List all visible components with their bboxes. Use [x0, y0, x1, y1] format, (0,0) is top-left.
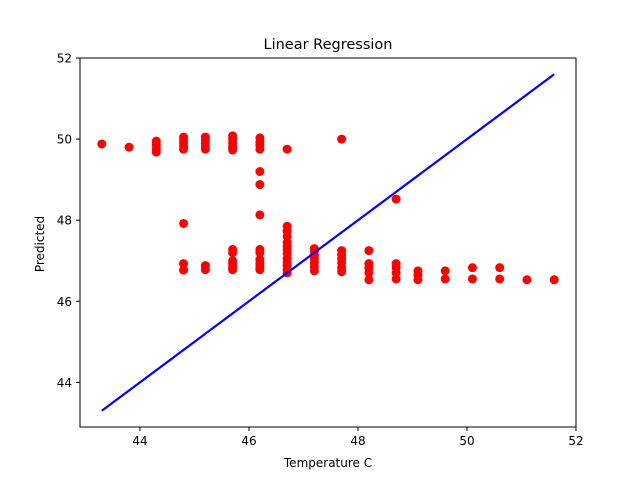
y-tick-label: 46 — [57, 295, 72, 309]
scatter-point — [364, 268, 374, 278]
x-tick-label: 46 — [241, 434, 256, 448]
scatter-point — [440, 266, 450, 276]
scatter-point — [255, 265, 265, 275]
x-tick-label: 44 — [132, 434, 147, 448]
scatter-point — [97, 139, 107, 149]
plot-area — [97, 73, 559, 412]
scatter-point — [255, 144, 265, 154]
scatter-point — [255, 180, 265, 190]
scatter-point — [255, 210, 265, 220]
scatter-point — [467, 274, 477, 284]
scatter-point — [282, 144, 292, 154]
regression-line — [101, 73, 555, 412]
scatter-point — [255, 248, 265, 258]
scatter-point — [124, 142, 134, 152]
scatter-point — [413, 275, 423, 285]
scatter-point — [549, 275, 559, 285]
scatter-point — [228, 248, 238, 258]
scatter-point — [255, 167, 265, 177]
scatter-point — [440, 274, 450, 284]
scatter-point — [337, 267, 347, 277]
scatter-point — [391, 274, 401, 284]
x-axis-label: Temperature C — [283, 456, 372, 470]
y-axis: 44 46 48 50 52 — [57, 52, 80, 390]
scatter-point — [522, 275, 532, 285]
scatter-point — [200, 144, 210, 154]
y-tick-label: 50 — [57, 133, 72, 147]
scatter-point — [467, 263, 477, 273]
y-tick-label: 44 — [57, 376, 72, 390]
chart-title: Linear Regression — [264, 37, 393, 53]
scatter-point — [337, 134, 347, 144]
x-axis: 44 46 48 50 52 — [132, 427, 584, 448]
axes-frame — [79, 57, 577, 428]
x-tick-label: 48 — [350, 434, 365, 448]
scatter-point — [364, 246, 374, 256]
scatter-point — [200, 265, 210, 275]
scatter-point — [179, 265, 189, 275]
scatter-point — [179, 144, 189, 154]
x-tick-label: 50 — [459, 434, 474, 448]
y-tick-label: 52 — [57, 52, 72, 66]
y-axis-label: Predicted — [33, 216, 47, 272]
x-tick-label: 52 — [568, 434, 583, 448]
scatter-point — [228, 145, 238, 155]
scatter-point — [151, 147, 161, 157]
scatter-point — [309, 266, 319, 276]
scatter-point — [179, 218, 189, 228]
scatter-point — [495, 274, 505, 284]
scatter-point — [364, 275, 374, 285]
scatter-point — [391, 194, 401, 204]
scatter-point — [179, 259, 189, 269]
scatter-point — [228, 265, 238, 275]
y-tick-label: 48 — [57, 214, 72, 228]
scatter-point — [495, 263, 505, 273]
